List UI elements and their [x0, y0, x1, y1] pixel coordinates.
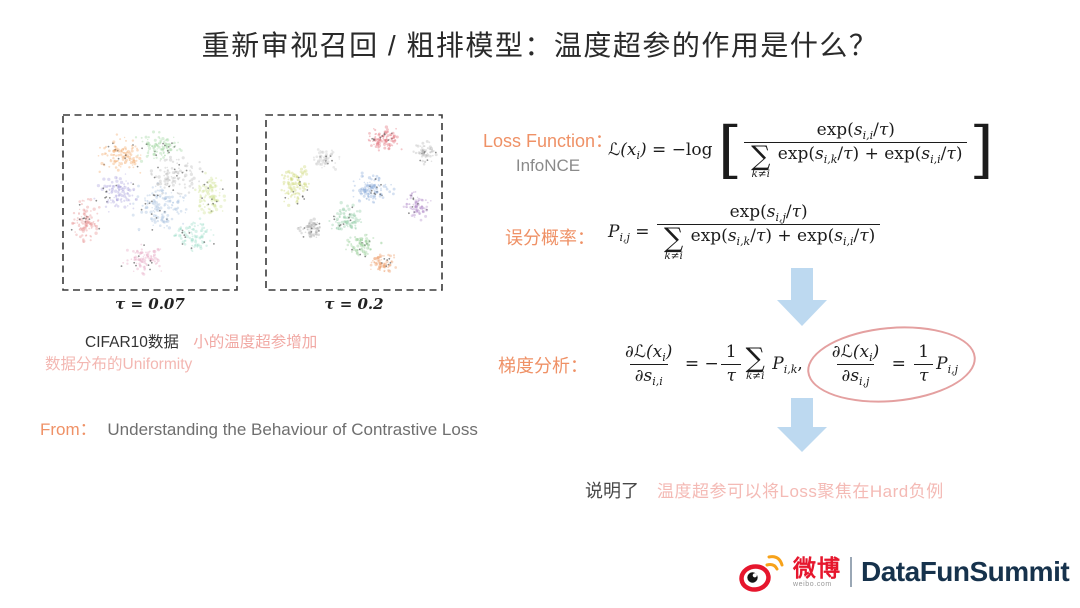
annotation-pink-line1: 小的温度超参增加: [193, 334, 318, 351]
down-arrow-icon: [777, 398, 827, 452]
conclusion-prefix: 说明了: [585, 481, 639, 501]
tau-caption-right: τ = 0.2: [324, 295, 384, 313]
annotation-pink-line2: 数据分布的Uniformity: [45, 356, 193, 373]
loss-formula: ℒ(x i) = −log [exp(s i,i / τ) ∑ k≠i exp(s i,k / τ…: [608, 113, 994, 187]
infonce-label: InfoNCE: [515, 156, 581, 175]
weibo-cn-text: 微博: [793, 554, 841, 581]
dataset-label: CIFAR10数据: [85, 334, 179, 351]
misclass-label: 误分概率：: [505, 228, 595, 248]
scatter-plot-right-canvas: [265, 114, 443, 291]
weibo-domain-text: weibo.com: [793, 580, 832, 588]
loss-function-label: Loss Function：: [482, 131, 614, 151]
figure-annotation-line1: CIFAR10数据 小的温度超参增加: [85, 330, 317, 352]
loss-function-label-block: Loss Function： InfoNCE: [478, 127, 618, 176]
footer-divider: [850, 557, 852, 587]
scatter-plot-left-canvas: [62, 114, 238, 291]
weibo-logo-icon: [739, 555, 784, 592]
source-prefix: From：: [40, 420, 97, 439]
tau-caption-left: τ = 0.07: [115, 295, 185, 313]
scatter-plot-right: [265, 114, 443, 291]
gradient-label: 梯度分析：: [498, 356, 588, 376]
down-arrow-icon: [777, 268, 827, 326]
conclusion-line: 说明了 温度超参可以将Loss聚焦在Hard负例: [585, 477, 944, 503]
datafunsummit-wordmark: DataFunSummit: [861, 556, 1070, 587]
source-title: Understanding the Behaviour of Contrasti…: [107, 420, 478, 439]
weibo-wordmark: 微博 weibo.com: [793, 554, 841, 588]
footer-brand: 微博 weibo.com DataFunSummit: [738, 551, 1070, 593]
scatter-plot-left: [62, 114, 238, 291]
conclusion-highlight: 温度超参可以将Loss聚焦在Hard负例: [657, 482, 944, 501]
source-line: From： Understanding the Behaviour of Con…: [40, 415, 478, 440]
page-title: 重新审视召回 / 粗排模型：温度超参的作用是什么？: [201, 30, 879, 61]
